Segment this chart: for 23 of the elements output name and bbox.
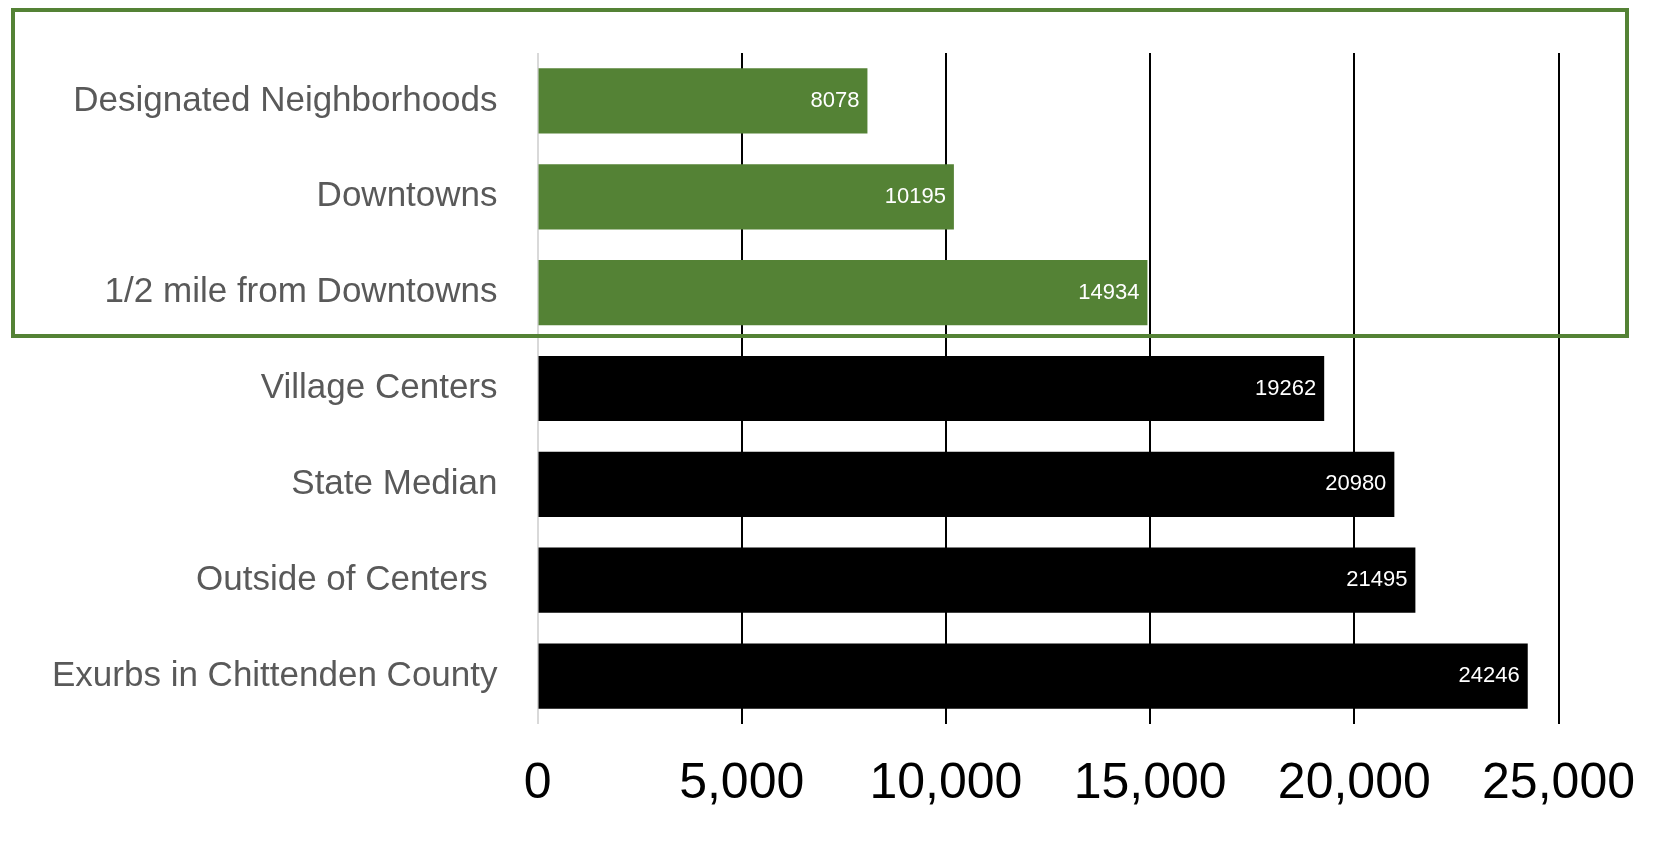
data-label: 14934: [1078, 278, 1140, 304]
y-tick-label: State Median: [291, 462, 498, 502]
y-tick-label: Downtowns: [316, 174, 498, 214]
y-tick-label: Exurbs in Chittenden County: [51, 653, 499, 693]
y-tick-label: Village Centers: [260, 366, 498, 406]
bar: [538, 68, 868, 134]
y-tick-label: 1/2 mile from Downtowns: [104, 270, 498, 310]
data-label: 20980: [1325, 470, 1387, 496]
x-tick-label: 25,000: [1482, 752, 1635, 809]
x-tick-label: 10,000: [869, 752, 1023, 809]
x-tick-label: 0: [523, 752, 552, 809]
y-tick-label: Outside of Centers: [195, 557, 498, 597]
x-tick-label: 20,000: [1277, 752, 1431, 809]
data-label: 21495: [1346, 566, 1408, 592]
data-label: 8078: [810, 86, 860, 112]
data-label: 19262: [1255, 374, 1317, 400]
x-tick-label: 15,000: [1073, 752, 1227, 809]
data-label: 24246: [1458, 662, 1520, 688]
data-label: 10195: [884, 182, 946, 208]
bar: [538, 164, 954, 230]
bar: [538, 260, 1148, 326]
y-tick-label: Designated Neighborhoods: [73, 78, 498, 118]
x-tick-label: 5,000: [679, 752, 805, 809]
